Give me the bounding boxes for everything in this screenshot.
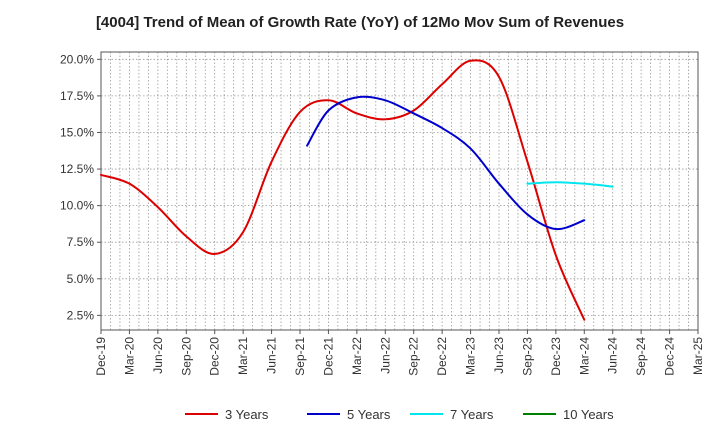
legend-label-7-years: 7 Years: [450, 407, 494, 422]
legend-label-10-years: 10 Years: [563, 407, 614, 422]
y-tick-label: 20.0%: [60, 52, 94, 66]
y-tick-label: 12.5%: [60, 162, 94, 176]
y-tick-label: 10.0%: [60, 199, 94, 213]
y-axis-ticks: 2.5% 5.0% 7.5% 10.0% 12.5% 15.0% 17.5% 20.0%: [60, 52, 101, 322]
x-tick-label: Sep-21: [293, 337, 307, 376]
x-tick-label: Sep-22: [407, 337, 421, 376]
x-tick-label: Jun-22: [378, 337, 392, 374]
x-tick-label: Dec-23: [549, 337, 563, 376]
x-tick-label: Mar-25: [691, 337, 705, 375]
legend-label-5-years: 5 Years: [347, 407, 391, 422]
y-tick-label: 17.5%: [60, 89, 94, 103]
x-tick-label: Dec-24: [663, 337, 677, 376]
chart-title: [4004] Trend of Mean of Growth Rate (YoY…: [95, 14, 625, 31]
series-line-7-years: [526, 181, 614, 188]
x-tick-label: Dec-19: [94, 337, 108, 376]
x-tick-label: Mar-23: [464, 337, 478, 375]
legend: 3 Years 5 Years 7 Years 10 Years: [185, 407, 614, 422]
legend-label-3-years: 3 Years: [225, 407, 269, 422]
x-tick-label: Sep-20: [179, 337, 193, 376]
x-tick-label: Mar-24: [577, 337, 591, 375]
x-tick-label: Jun-20: [151, 337, 165, 374]
x-tick-label: Dec-22: [435, 337, 449, 376]
x-tick-label: Jun-21: [265, 337, 279, 374]
plot-frame: [100, 51, 699, 331]
x-axis-ticks: Dec-19 Mar-20 Jun-20 Sep-20 Dec-20 Mar-21 Jun-…: [94, 330, 705, 376]
y-tick-label: 7.5%: [67, 235, 95, 249]
series-line-5-years: [306, 95, 586, 231]
plot-background: [101, 52, 698, 330]
y-tick-label: 15.0%: [60, 125, 94, 139]
x-tick-label: Jun-23: [492, 337, 506, 374]
x-tick-label: Mar-20: [122, 337, 136, 375]
y-tick-label: 2.5%: [67, 308, 95, 322]
x-tick-label: Sep-24: [634, 337, 648, 376]
x-tick-label: Dec-21: [321, 337, 335, 376]
x-tick-label: Sep-23: [520, 337, 534, 376]
series-lines: [100, 59, 614, 321]
x-tick-label: Dec-20: [208, 337, 222, 376]
vertical-gridlines: [110, 52, 689, 330]
x-tick-label: Mar-21: [236, 337, 250, 375]
y-tick-label: 5.0%: [67, 272, 95, 286]
x-tick-label: Mar-22: [350, 337, 364, 375]
series-line-3-years: [100, 59, 586, 321]
x-tick-label: Jun-24: [606, 337, 620, 374]
horizontal-gridlines: [101, 58, 698, 316]
